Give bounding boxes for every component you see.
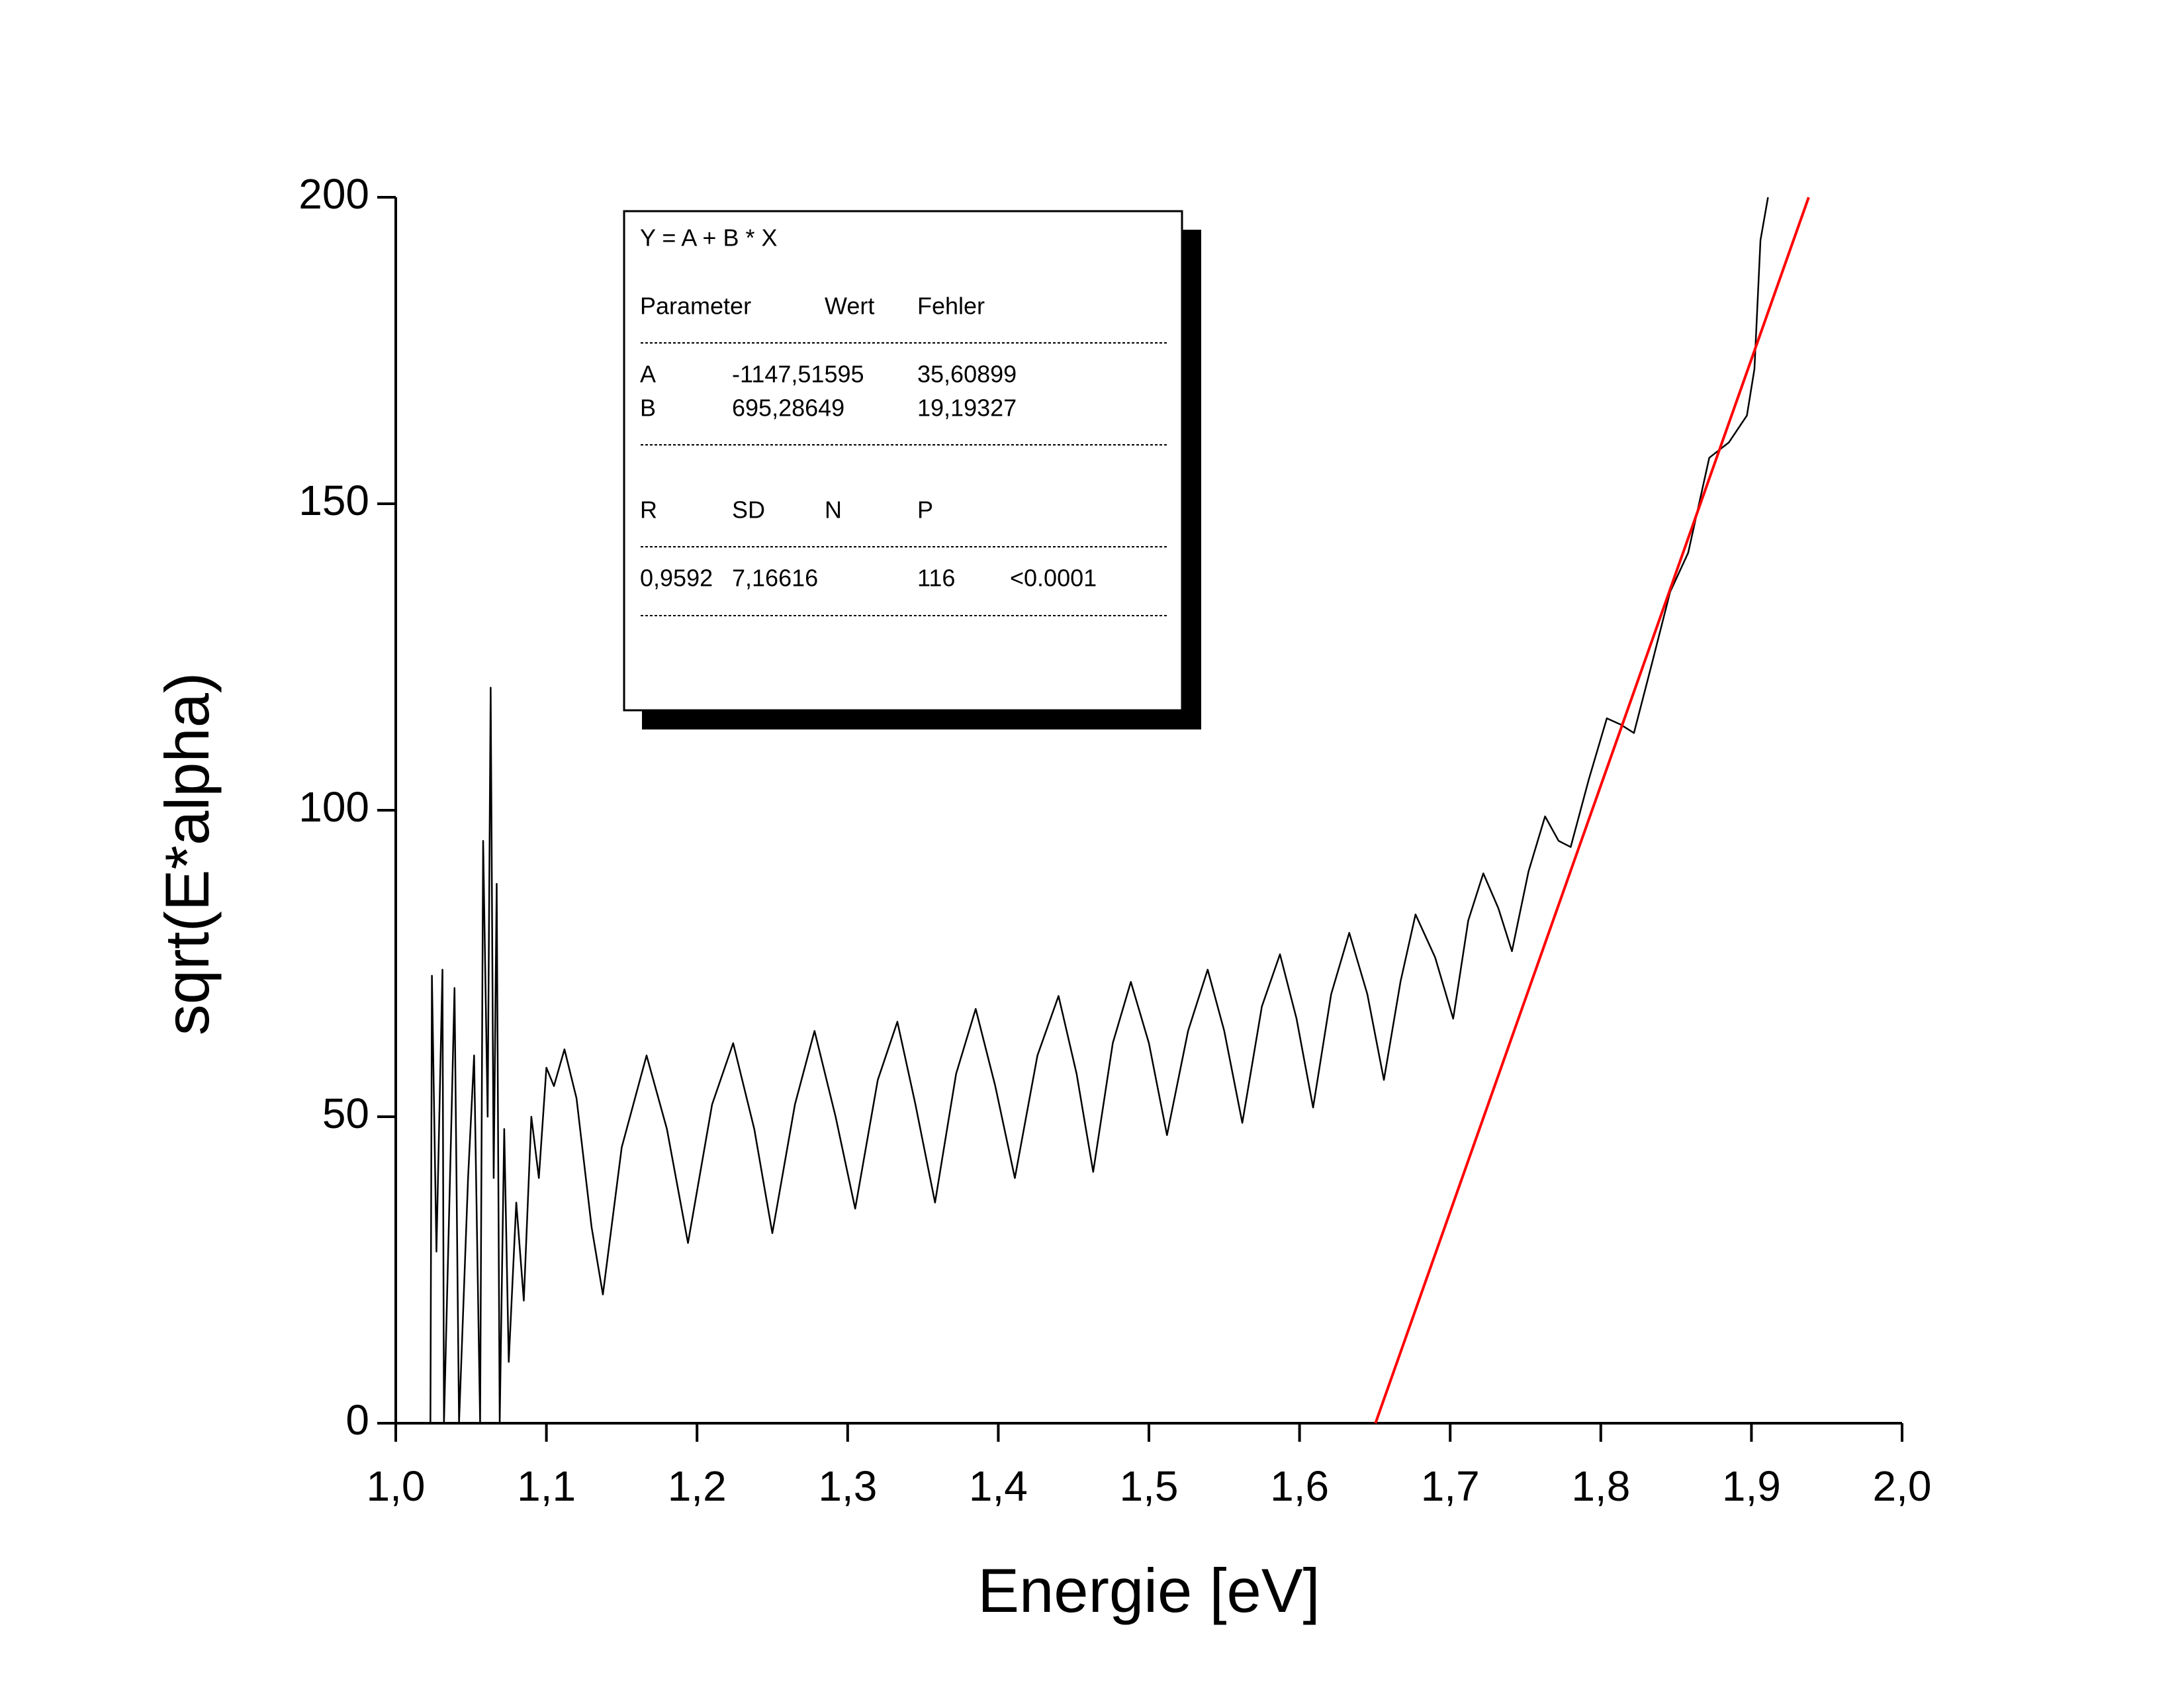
fit-box (623, 210, 1183, 712)
x-tick-label: 1,5 (1120, 1462, 1179, 1510)
fit-cell: 695,28649 (732, 395, 844, 422)
x-tick-label: 1,2 (668, 1462, 727, 1510)
x-tick-label: 1,6 (1270, 1462, 1329, 1510)
fit-header: Parameter (640, 293, 751, 320)
stats-header: N (825, 496, 842, 524)
box-rules (641, 342, 1169, 616)
fit-equation: Y = A + B * X (640, 224, 778, 252)
x-tick-label: 2,0 (1873, 1462, 1932, 1510)
stats-cell: 7,16616 (732, 565, 818, 592)
y-tick-label: 150 (298, 477, 369, 524)
stats-cell: 116 (917, 565, 955, 592)
fit-cell: 35,60899 (917, 361, 1017, 388)
fit-cell: 19,19327 (917, 395, 1017, 422)
y-axis-title: sqrt(E*alpha) (152, 673, 222, 1036)
x-tick-label: 1,1 (517, 1462, 576, 1510)
stats-header: P (917, 496, 933, 524)
x-axis-title: Energie [eV] (978, 1556, 1320, 1625)
y-tick-label: 200 (298, 170, 369, 218)
x-tick-label: 1,8 (1571, 1462, 1630, 1510)
data-line (430, 197, 1769, 1425)
fit-cell: A (640, 361, 656, 388)
y-tick-label: 50 (322, 1090, 369, 1137)
x-tick-label: 1,9 (1722, 1462, 1781, 1510)
x-tick-label: 1,7 (1421, 1462, 1480, 1510)
fit-header: Wert (825, 293, 874, 320)
fit-cell: B (640, 395, 656, 422)
fit-box-text: Y = A + B * X Parameter Wert Fehler A -1… (640, 224, 1097, 592)
x-tick-label: 1,3 (818, 1462, 877, 1510)
x-tick-label: 1,4 (969, 1462, 1028, 1510)
stats-cell: <0.0001 (1010, 565, 1097, 592)
y-tick-label: 100 (298, 783, 369, 831)
fit-header: Fehler (917, 293, 985, 320)
y-tick-label: 0 (345, 1396, 369, 1444)
fit-line (1374, 197, 1810, 1424)
stats-header: R (640, 496, 657, 524)
stats-header: SD (732, 496, 765, 524)
x-tick-label: 1,0 (367, 1462, 426, 1510)
stats-cell: 0,9592 (640, 565, 713, 592)
fit-cell: -1147,51595 (732, 361, 864, 388)
